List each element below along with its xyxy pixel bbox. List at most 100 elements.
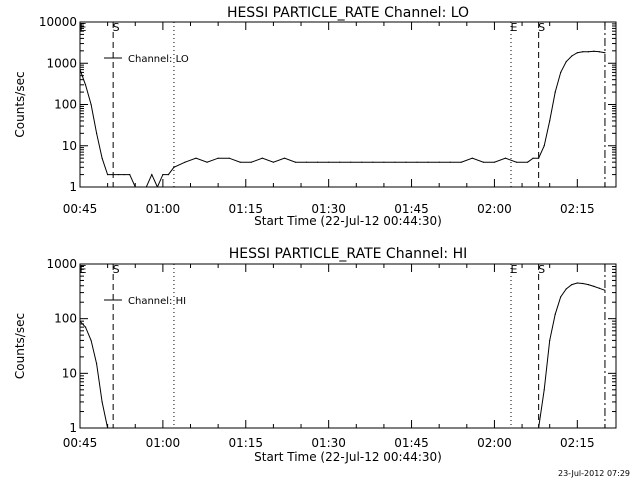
event-marker-label: E <box>511 21 518 34</box>
x-tick-label: 01:30 <box>311 436 346 450</box>
data-point <box>339 161 341 163</box>
plot-frame <box>79 263 617 429</box>
x-tick-label: 01:00 <box>146 436 181 450</box>
data-point <box>134 186 136 187</box>
event-marker-label: S <box>538 263 545 276</box>
data-point <box>383 161 385 163</box>
x-tick-label: 01:00 <box>146 202 181 216</box>
x-tick-label: 02:15 <box>560 202 595 216</box>
data-point <box>582 282 584 285</box>
y-axis-label: Counts/sec <box>13 71 27 137</box>
legend-label: Channel: LO <box>128 54 189 65</box>
data-point <box>538 427 540 428</box>
data-point <box>593 50 595 52</box>
data-point <box>101 401 103 403</box>
data-point <box>80 69 81 71</box>
data-point <box>129 173 131 176</box>
y-tick-label: 10 <box>62 139 77 153</box>
y-tick-label: 1000 <box>46 56 77 70</box>
x-tick-label: 01:15 <box>228 202 263 216</box>
data-point <box>372 161 374 163</box>
event-marker-label: E <box>511 263 518 276</box>
y-tick-label: 10000 <box>39 15 77 29</box>
data-point <box>532 157 534 159</box>
data-point <box>112 173 114 176</box>
data-point <box>515 161 518 163</box>
data-point <box>565 60 567 63</box>
data-point <box>107 173 109 176</box>
data-point <box>118 173 120 176</box>
data-point <box>361 161 363 163</box>
data-point <box>598 287 601 289</box>
data-point <box>167 173 170 176</box>
legend-label: Channel: HI <box>128 296 186 307</box>
x-tick-label: 00:45 <box>63 436 98 450</box>
data-point <box>317 161 319 163</box>
data-point <box>538 157 540 159</box>
event-marker-label: E <box>80 263 87 276</box>
y-tick-label: 10 <box>62 366 77 380</box>
data-point <box>598 51 601 53</box>
data-point <box>195 157 197 159</box>
y-tick-label: 100 <box>54 312 77 326</box>
data-point <box>95 363 98 365</box>
data-point <box>565 288 567 290</box>
x-tick-label: 01:30 <box>311 202 346 216</box>
data-point <box>560 71 562 74</box>
data-point <box>482 161 484 163</box>
x-tick-label: 00:45 <box>63 202 98 216</box>
chart-1: HESSI PARTICLE_RATE Channel: LO Counts/se… <box>13 5 617 228</box>
data-point <box>471 157 473 159</box>
data-point <box>576 52 578 54</box>
chart-title: HESSI PARTICLE_RATE Channel: HI <box>229 246 467 262</box>
data-point <box>239 161 241 163</box>
data-point <box>449 161 451 163</box>
data-point <box>493 161 496 163</box>
data-point <box>504 157 507 159</box>
data-point <box>90 339 92 342</box>
event-marker-label: S <box>538 21 545 34</box>
data-point <box>140 186 142 187</box>
data-point <box>80 320 81 322</box>
data-point <box>554 91 556 93</box>
data-point <box>84 84 87 86</box>
data-point <box>571 283 573 286</box>
data-point <box>576 282 578 284</box>
y-tick-label: 1000 <box>46 257 77 271</box>
data-point <box>250 161 252 163</box>
data-point <box>460 161 462 163</box>
data-point <box>427 161 429 163</box>
data-point <box>90 103 92 106</box>
y-tick-label: 1 <box>69 421 77 435</box>
data-point <box>587 51 589 53</box>
data-point <box>560 296 562 298</box>
x-tick-label: 01:45 <box>394 436 429 450</box>
data-point <box>272 161 275 163</box>
data-point <box>526 161 529 163</box>
x-tick-label: 01:45 <box>394 202 429 216</box>
event-marker-label: E <box>80 21 87 34</box>
x-tick-label: 02:15 <box>560 436 595 450</box>
event-marker-label: S <box>113 21 120 34</box>
data-point <box>549 339 551 342</box>
data-point <box>593 285 595 287</box>
data-point <box>549 120 551 122</box>
data-point <box>604 52 606 54</box>
data-point <box>571 55 573 57</box>
footer-timestamp: 23-Jul-2012 07:29 <box>557 469 630 478</box>
data-point <box>261 157 263 159</box>
data-point <box>416 161 418 163</box>
x-axis-label: Start Time (22-Jul-12 00:44:30) <box>254 214 442 228</box>
data-point <box>294 161 297 163</box>
series-line <box>80 50 605 187</box>
data-point <box>123 173 125 176</box>
x-tick-label: 02:00 <box>477 436 512 450</box>
y-tick-label: 100 <box>54 98 77 112</box>
x-axis-label: Start Time (22-Jul-12 00:44:30) <box>254 450 442 464</box>
y-axis-label: Counts/sec <box>13 313 27 379</box>
data-point <box>543 389 545 391</box>
data-point <box>173 166 175 168</box>
data-point <box>206 161 208 163</box>
y-tick-label: 1 <box>69 180 77 194</box>
data-point <box>217 157 219 159</box>
